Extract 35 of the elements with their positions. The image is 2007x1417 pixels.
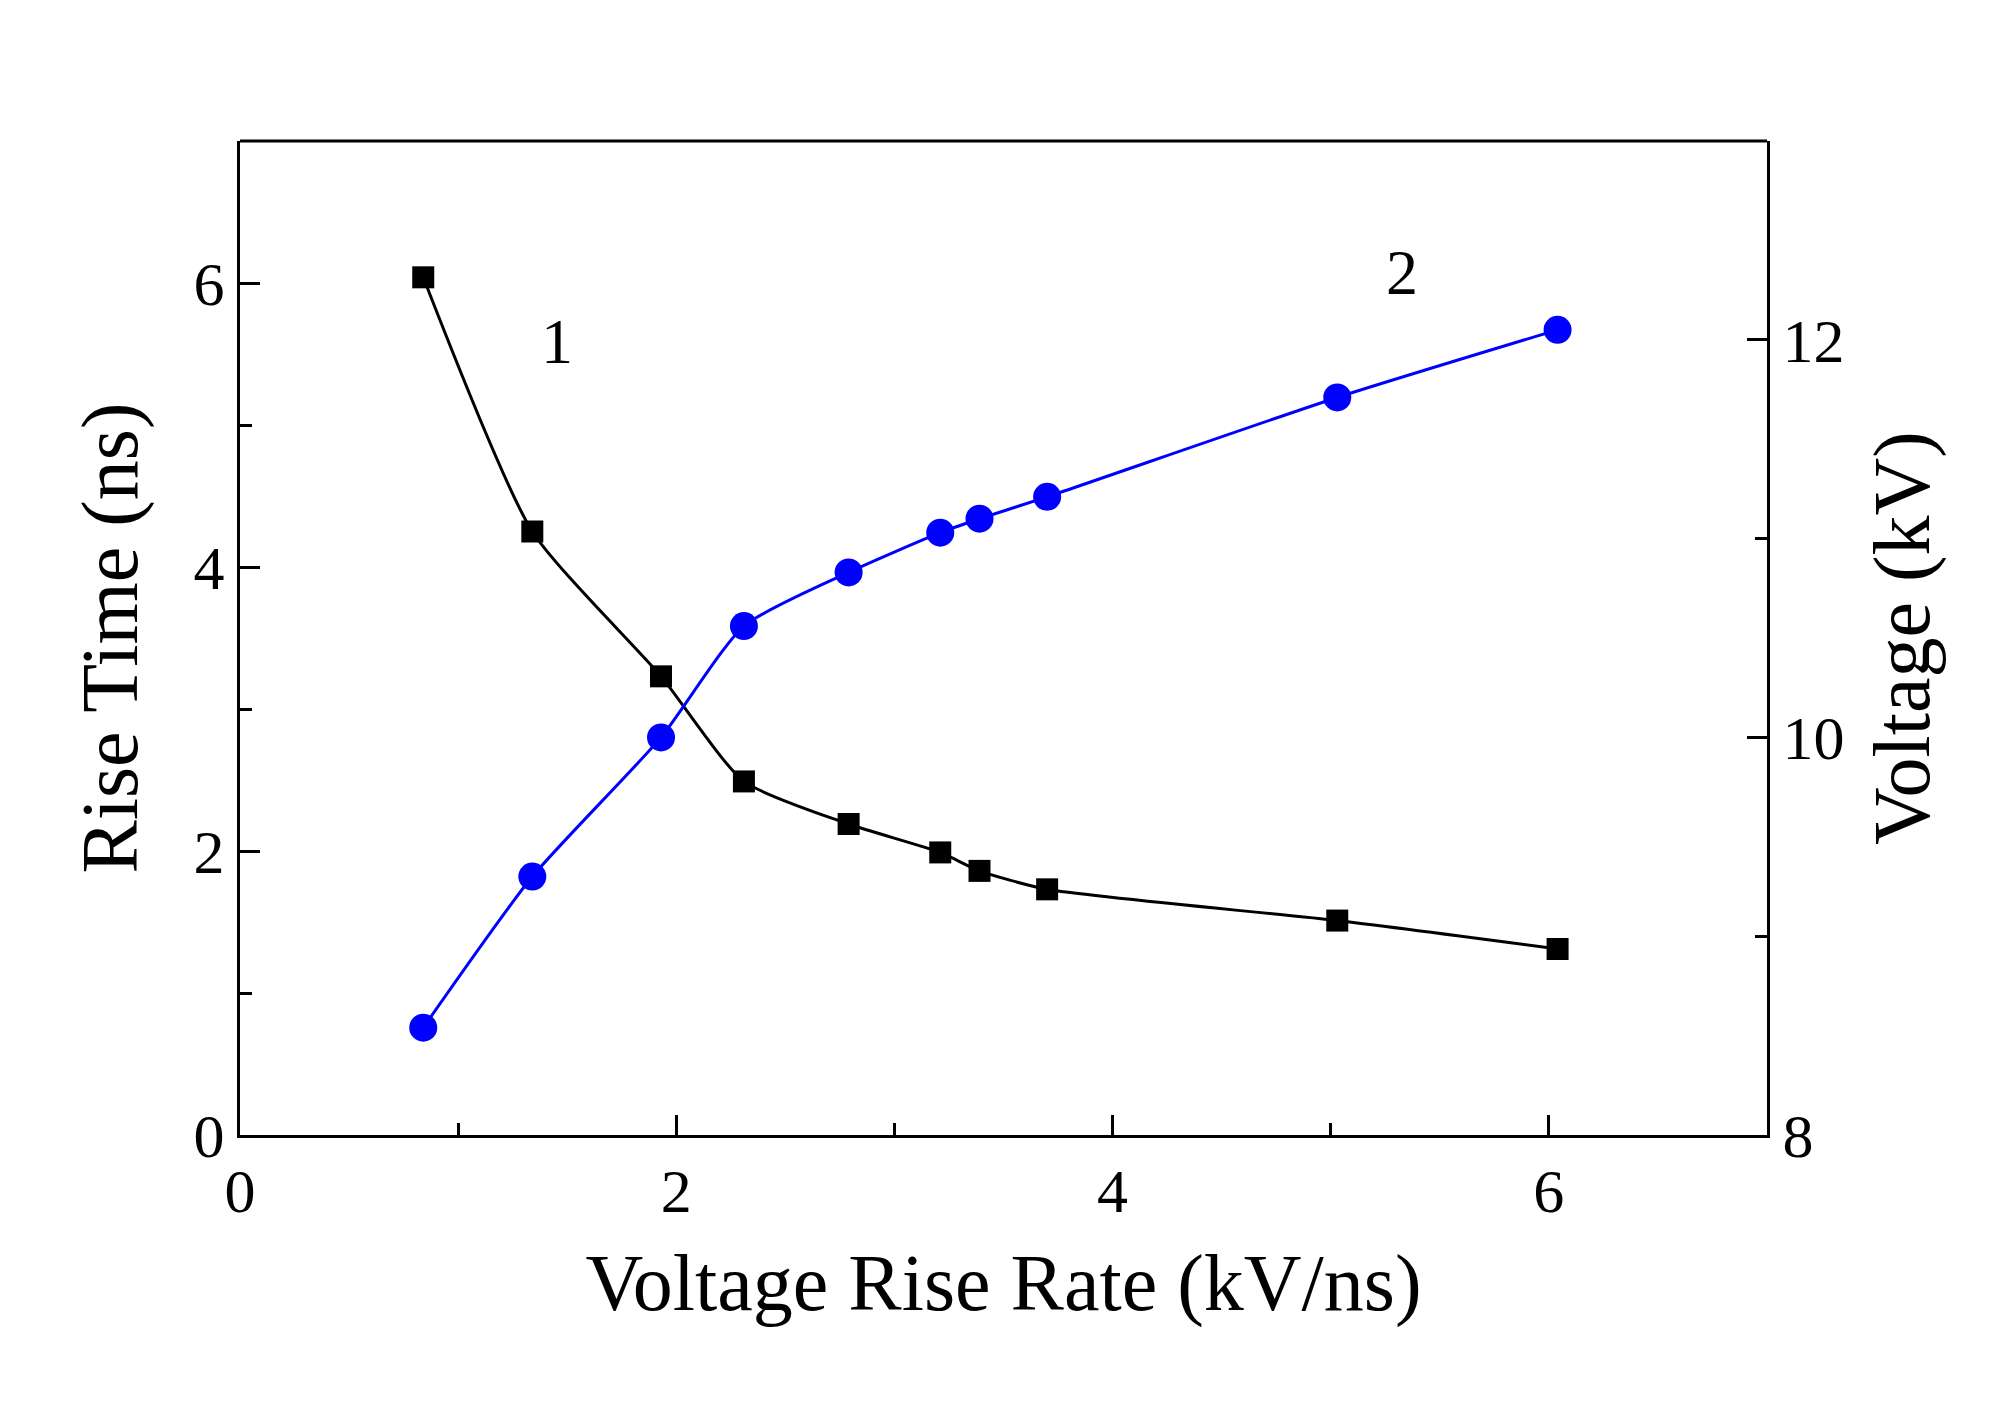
y2-tick-label: 10 [1782,704,1845,773]
point [1036,878,1059,901]
point [929,841,952,864]
point [1033,482,1062,511]
series-label: 1 [541,306,573,377]
y-tick-label: 6 [193,249,225,318]
x-tick-label: 4 [1097,1157,1129,1226]
series-label: 2 [1386,237,1418,308]
x-tick-label: 2 [660,1157,692,1226]
point [732,770,755,793]
point [412,266,435,289]
y2-axis-title: Voltage (kV) [1857,431,1947,845]
point [409,1013,438,1042]
y2-tick-label: 12 [1782,306,1845,375]
point [1326,909,1349,932]
point [968,859,991,882]
point [1546,937,1569,960]
point [518,862,547,891]
point [1543,315,1572,344]
point [1323,383,1352,412]
y-tick-label: 2 [193,817,225,886]
point [834,558,863,587]
y-tick-label: 4 [193,533,225,602]
point [837,813,860,836]
y2-tick-label: 8 [1782,1101,1814,1170]
point [647,723,676,752]
x-axis-title: Voltage Rise Rate (kV/ns) [585,1238,1422,1328]
x-tick-label: 6 [1533,1157,1565,1226]
point [729,612,758,641]
y-axis-title: Rise Time (ns) [66,402,156,874]
point [650,665,673,688]
y-tick-label: 0 [193,1101,225,1170]
point [926,518,955,547]
point [521,520,544,543]
point [965,504,994,533]
